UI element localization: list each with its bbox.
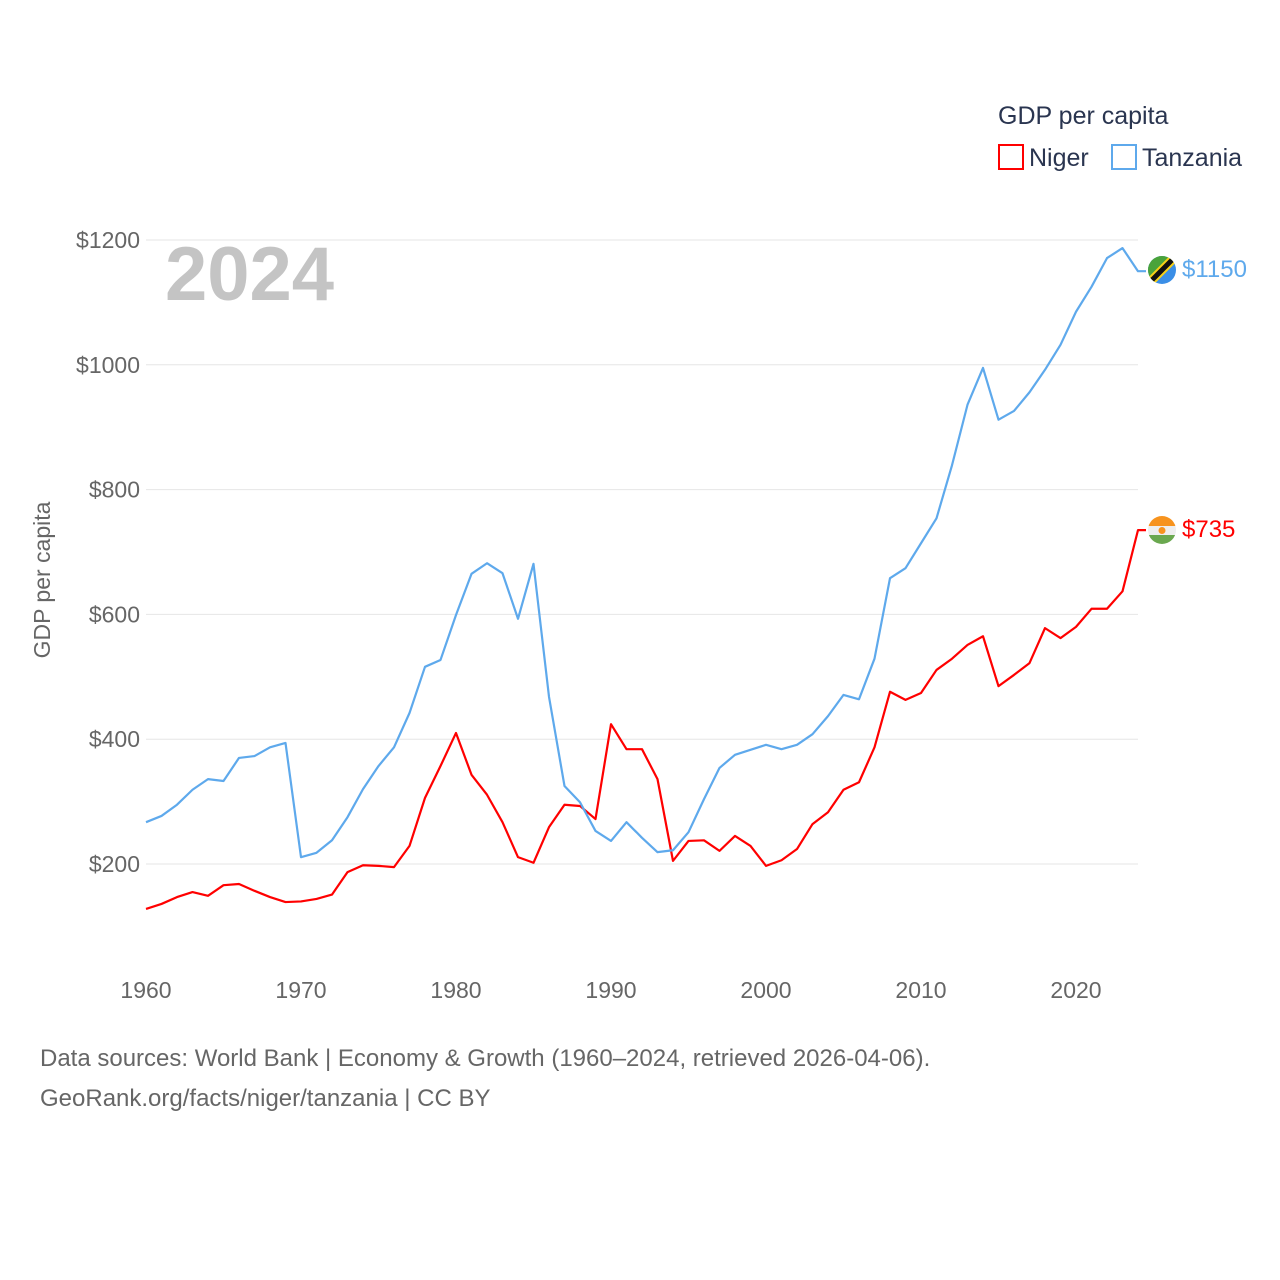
tanzania-flag-icon <box>1148 256 1176 284</box>
legend-label-niger[interactable]: Niger <box>1029 144 1089 172</box>
legend-swatch-tanzania[interactable] <box>1111 144 1137 170</box>
x-tick-label: 2010 <box>895 977 946 1003</box>
y-tick-label: $1200 <box>76 227 140 253</box>
y-axis-label: GDP per capita <box>29 501 55 658</box>
tanzania-end-label: $1150 <box>1182 256 1247 283</box>
x-tick-label: 1970 <box>275 977 326 1003</box>
niger-end-label: $735 <box>1182 516 1235 543</box>
year-watermark: 2024 <box>165 232 334 317</box>
y-tick-label: $1000 <box>76 352 140 378</box>
legend-swatch-niger[interactable] <box>998 144 1024 170</box>
y-tick-label: $800 <box>89 477 140 503</box>
niger-flag-icon <box>1148 516 1176 544</box>
y-tick-label: $400 <box>89 726 140 752</box>
x-tick-label: 2020 <box>1050 977 1101 1003</box>
legend: GDP per capita Niger Tanzania <box>998 102 1242 172</box>
x-tick-label: 2000 <box>740 977 791 1003</box>
legend-title: GDP per capita <box>998 102 1169 130</box>
y-tick-label: $600 <box>89 601 140 627</box>
x-tick-label: 1980 <box>430 977 481 1003</box>
y-tick-label: $200 <box>89 851 140 877</box>
x-tick-label: 1960 <box>120 977 171 1003</box>
legend-label-tanzania[interactable]: Tanzania <box>1142 144 1242 172</box>
x-tick-label: 1990 <box>585 977 636 1003</box>
series-line-tanzania[interactable] <box>145 247 1146 859</box>
series-line-niger[interactable] <box>145 529 1146 910</box>
attribution-link[interactable]: GeoRank.org/facts/niger/tanzania | CC BY <box>40 1085 491 1112</box>
data-source-text: Data sources: World Bank | Economy & Gro… <box>40 1045 931 1072</box>
